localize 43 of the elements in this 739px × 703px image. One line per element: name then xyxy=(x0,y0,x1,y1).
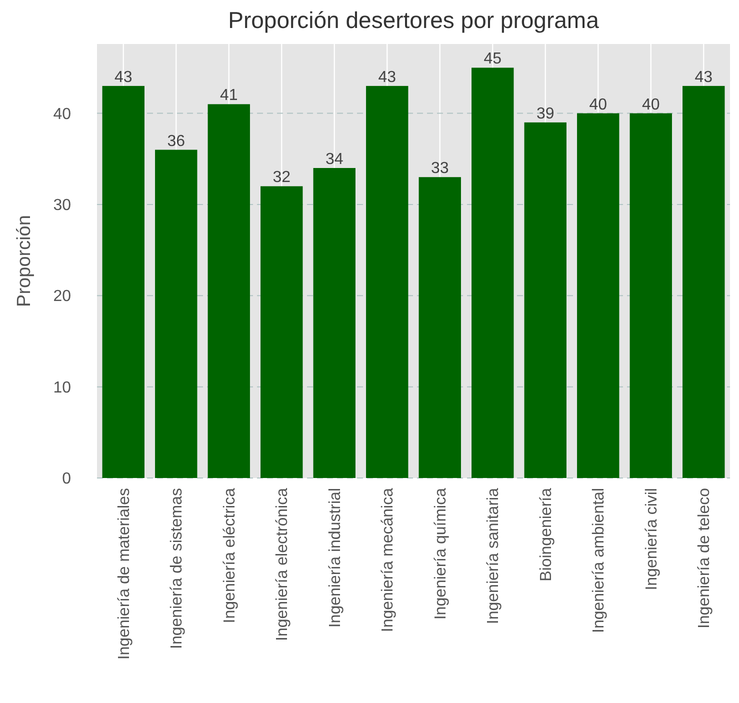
bar xyxy=(472,68,514,478)
x-tick-label: Ingeniería mecánica xyxy=(380,488,397,632)
x-tick-label: Bioingeniería xyxy=(538,488,555,582)
bar xyxy=(313,168,356,478)
bar xyxy=(577,113,620,478)
x-tick-label: Ingeniería civil xyxy=(643,488,660,590)
data-label: 43 xyxy=(378,68,396,86)
y-tick-label: 0 xyxy=(62,470,72,488)
bar xyxy=(102,86,144,478)
x-tick-label: Ingeniería ambiental xyxy=(590,488,608,633)
y-tick-label: 30 xyxy=(53,197,72,214)
x-tick-label: Ingeniería electrónica xyxy=(274,488,292,641)
x-tick-label: Ingeniería de sistemas xyxy=(168,488,186,649)
bar xyxy=(366,86,408,478)
y-tick-label: 40 xyxy=(53,106,72,123)
x-tick-label: Ingeniería química xyxy=(432,488,450,620)
bar xyxy=(208,104,250,478)
y-axis-title: Proporción xyxy=(14,215,35,307)
chart-title: Proporción desertores por programa xyxy=(228,7,600,33)
data-label: 40 xyxy=(589,96,608,114)
bar xyxy=(155,150,198,478)
data-label: 39 xyxy=(536,105,554,122)
bar xyxy=(260,186,303,478)
data-label: 41 xyxy=(220,87,238,104)
x-tick-label: Ingeniería industrial xyxy=(326,488,344,628)
data-label: 36 xyxy=(167,132,186,150)
data-label: 45 xyxy=(484,50,502,68)
x-tick-label: Ingeniería de teleco xyxy=(696,488,714,629)
bar xyxy=(682,86,725,478)
x-tick-label: Ingeniería eléctrica xyxy=(221,488,238,624)
y-tick-label: 10 xyxy=(53,379,72,396)
bar xyxy=(418,177,461,478)
data-label: 34 xyxy=(325,151,344,168)
data-label: 43 xyxy=(694,68,713,86)
data-label: 43 xyxy=(114,68,132,86)
y-tick-label: 20 xyxy=(53,288,72,306)
data-label: 33 xyxy=(430,160,449,178)
bar xyxy=(630,113,672,478)
bar xyxy=(524,122,566,478)
data-label: 32 xyxy=(272,169,291,186)
x-tick-label: Ingeniería sanitaria xyxy=(485,488,502,624)
x-tick-label: Ingeniería de materiales xyxy=(116,488,133,660)
data-label: 40 xyxy=(642,96,660,114)
